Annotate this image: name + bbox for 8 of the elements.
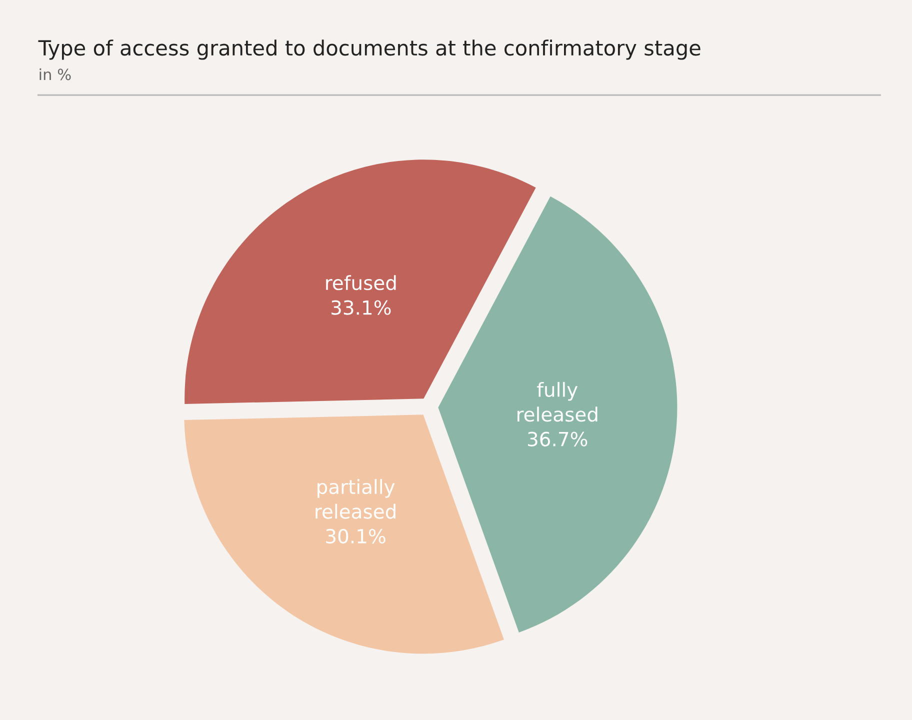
text: in %: [40, 68, 71, 80]
data-label: 30.1%: [326, 528, 386, 544]
slice-label: partially released: [316, 479, 396, 519]
data-label: 36.7%: [528, 432, 588, 446]
slice-label: refused: [326, 275, 396, 290]
data-label: 33.1%: [332, 300, 391, 315]
slice-label: fully released: [518, 382, 598, 422]
chart-title: Type of access granted to documents at the confirmatory stage: [38, 40, 700, 60]
